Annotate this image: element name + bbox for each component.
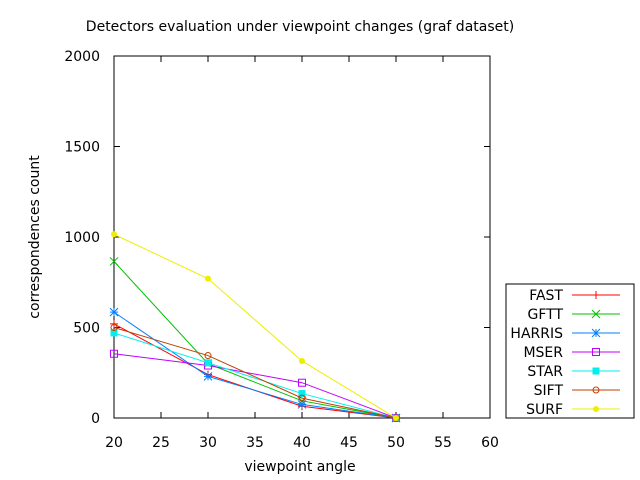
data-point-surf xyxy=(205,275,211,282)
x-tick-label: 45 xyxy=(340,435,358,451)
data-point-harris xyxy=(109,307,119,317)
x-tick-label: 20 xyxy=(105,435,123,451)
series-star xyxy=(110,329,400,422)
data-point-surf xyxy=(299,357,305,364)
y-tick-label: 0 xyxy=(91,411,100,427)
y-tick-label: 1000 xyxy=(64,230,100,246)
legend-label: MSER xyxy=(523,345,563,361)
legend: FAST GFTT HARRIS MSER STAR SIFT SURF xyxy=(505,283,635,419)
data-point-mser xyxy=(298,378,306,387)
legend-label: FAST xyxy=(529,288,563,304)
legend-entry-mser: MSER xyxy=(523,345,620,361)
data-point-star xyxy=(110,329,118,337)
x-tick-label: 55 xyxy=(434,435,452,451)
series-fast xyxy=(110,319,400,422)
x-tick-label: 40 xyxy=(293,435,311,451)
legend-marker-gftt xyxy=(591,309,601,319)
x-tick-label: 60 xyxy=(481,435,499,451)
data-point-gftt xyxy=(109,257,119,266)
legend-box xyxy=(505,283,635,419)
data-point-sift xyxy=(204,352,212,360)
series-sift xyxy=(110,324,400,422)
x-tick-label: 35 xyxy=(246,435,264,451)
data-point-mser xyxy=(110,349,118,358)
series-line-gftt xyxy=(113,261,397,419)
legend-label: STAR xyxy=(527,364,563,380)
legend-entry-harris: HARRIS xyxy=(510,326,620,342)
data-point-sift xyxy=(110,324,118,331)
x-tick-label: 25 xyxy=(152,435,170,451)
legend-label: SURF xyxy=(526,402,563,418)
legend-marker-star xyxy=(592,367,600,375)
legend-entry-fast: FAST xyxy=(529,288,620,304)
data-point-harris xyxy=(297,400,307,409)
data-point-surf xyxy=(111,231,117,238)
series-surf xyxy=(111,231,399,421)
legend-marker-harris xyxy=(591,328,601,338)
x-tick-label: 50 xyxy=(387,435,405,451)
y-axis-label: correspondences count xyxy=(27,155,43,319)
y-tick-label: 500 xyxy=(73,321,100,337)
series-line-surf xyxy=(113,233,397,419)
y-tick-label: 2000 xyxy=(64,49,100,65)
series-harris xyxy=(109,307,401,423)
legend-entry-surf: SURF xyxy=(526,402,620,418)
data-point-fast xyxy=(110,319,118,328)
legend-label: GFTT xyxy=(527,307,563,323)
series-line-mser xyxy=(113,353,397,419)
legend-marker-fast xyxy=(592,291,600,299)
series-line-fast xyxy=(113,323,397,419)
legend-label: SIFT xyxy=(534,383,564,399)
series-line-sift xyxy=(113,327,397,419)
legend-label: HARRIS xyxy=(510,326,563,342)
legend-marker-surf xyxy=(593,406,599,412)
data-point-harris xyxy=(203,372,213,381)
legend-marker-mser xyxy=(592,348,600,356)
legend-entry-sift: SIFT xyxy=(534,383,620,399)
x-axis-label: viewpoint angle xyxy=(244,459,355,475)
legend-marker-sift xyxy=(592,386,600,394)
series-layer xyxy=(109,231,401,423)
legend-entry-gftt: GFTT xyxy=(527,307,620,323)
data-point-star xyxy=(298,390,306,398)
series-line-star xyxy=(113,332,397,419)
data-point-surf xyxy=(393,415,399,421)
x-tick-label: 30 xyxy=(199,435,217,451)
series-line-harris xyxy=(113,311,397,419)
y-tick-label: 1500 xyxy=(64,140,100,156)
chart-title: Detectors evaluation under viewpoint cha… xyxy=(86,19,514,35)
axis-ticks: 20 25 30 35 40 45 50 55 60 0 500 1000 1500 2000 xyxy=(64,49,499,451)
data-point-sift xyxy=(298,394,306,402)
legend-entry-star: STAR xyxy=(527,364,620,380)
data-point-star xyxy=(204,359,212,367)
